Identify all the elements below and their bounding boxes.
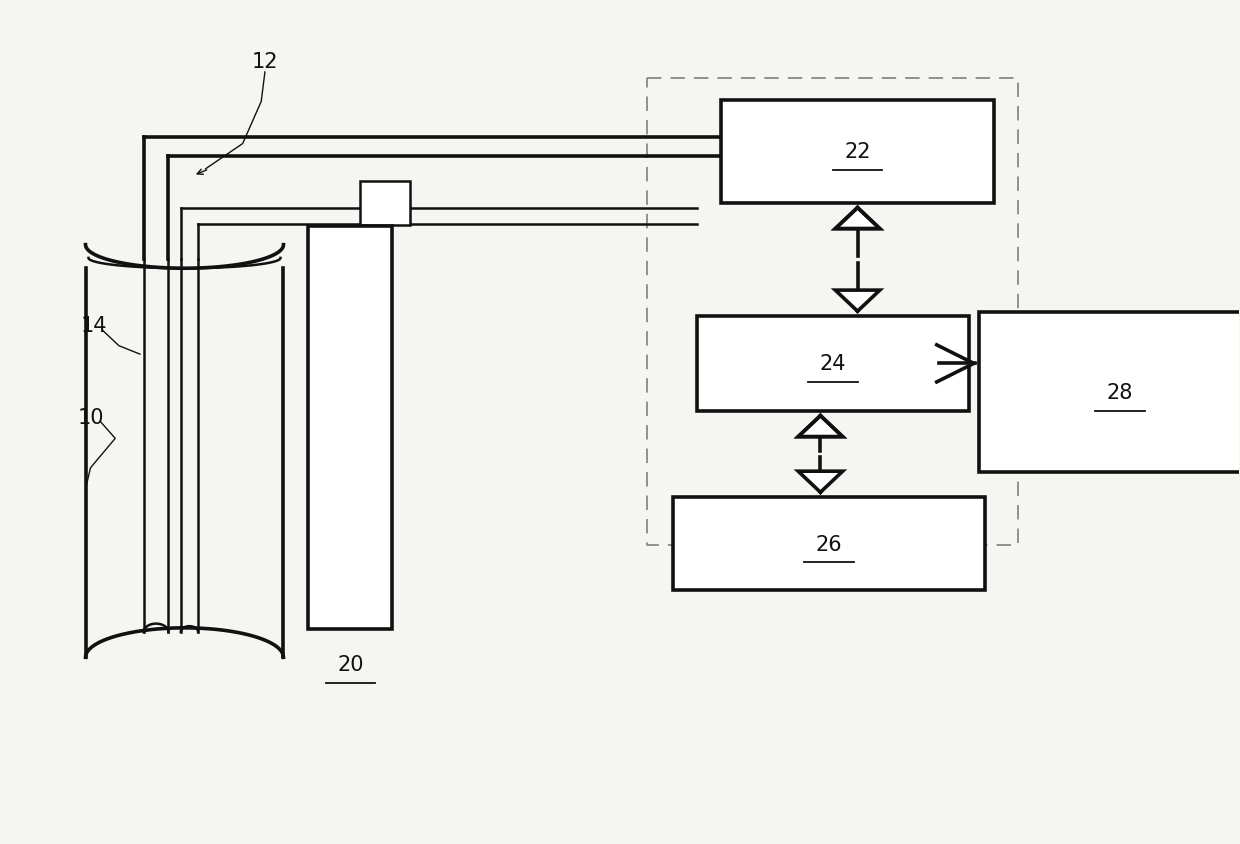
Bar	[722, 100, 993, 203]
Polygon shape	[799, 416, 843, 437]
Bar	[697, 316, 968, 411]
Text: 20: 20	[337, 654, 363, 674]
Bar	[309, 227, 392, 629]
Text: 10: 10	[77, 408, 104, 428]
Text: 22: 22	[844, 142, 870, 162]
Polygon shape	[836, 208, 880, 230]
Polygon shape	[836, 291, 880, 311]
Bar	[978, 312, 1240, 473]
Text: 26: 26	[816, 534, 842, 554]
Text: 28: 28	[1106, 382, 1133, 403]
Bar	[673, 498, 985, 590]
Bar	[360, 182, 409, 226]
Polygon shape	[799, 472, 843, 493]
Text: 14: 14	[81, 316, 108, 335]
Text: 24: 24	[820, 354, 846, 374]
Text: 12: 12	[252, 52, 278, 72]
Polygon shape	[936, 345, 973, 382]
